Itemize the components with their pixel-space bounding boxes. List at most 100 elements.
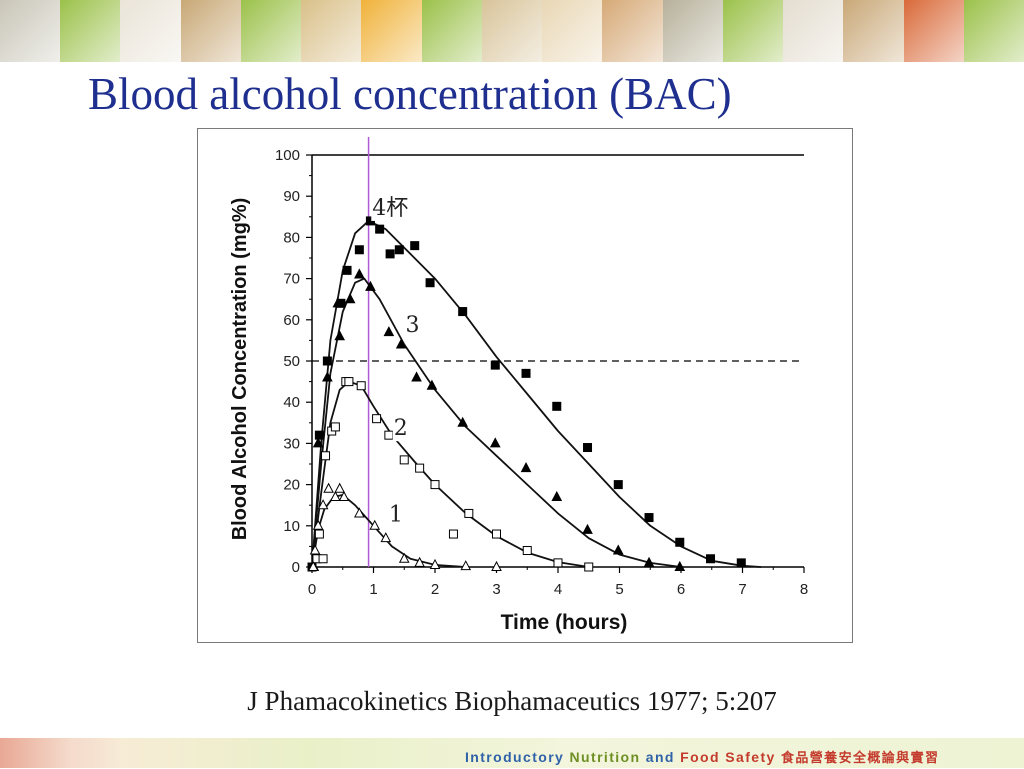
footer-brand-part: and <box>645 749 675 765</box>
data-point <box>582 523 593 534</box>
data-point <box>448 529 458 539</box>
data-point <box>307 560 319 571</box>
y-tick-label: 50 <box>283 353 300 370</box>
x-tick-label: 7 <box>738 581 746 598</box>
data-point <box>522 546 532 556</box>
footer-decoration <box>0 738 120 768</box>
banner-tile <box>421 0 482 62</box>
footer-brand-part: Food <box>680 749 720 765</box>
y-tick-label: 70 <box>283 271 300 288</box>
data-point <box>706 554 716 564</box>
x-tick-label: 3 <box>492 581 500 598</box>
banner-tile <box>662 0 723 62</box>
x-tick-label: 5 <box>615 581 623 598</box>
chart-labels: 4杯 3 2 1 <box>371 195 421 528</box>
data-point <box>411 371 422 382</box>
data-point <box>489 437 501 448</box>
chart-curves <box>311 220 762 568</box>
banner-tile <box>903 0 964 62</box>
series-label: 1 <box>389 503 403 528</box>
data-point <box>344 377 354 387</box>
banner-tile <box>783 0 844 62</box>
data-point <box>612 544 624 555</box>
data-point <box>334 482 346 493</box>
data-point <box>312 437 324 448</box>
banner-tile <box>180 0 241 62</box>
data-point <box>736 558 746 568</box>
banner-tile <box>0 0 61 62</box>
data-point <box>674 560 686 571</box>
y-axis-title: Blood Alcohol Concentration (mg%) <box>229 198 251 541</box>
data-point <box>332 297 344 308</box>
data-point <box>584 562 594 572</box>
footer-brand-part: Nutrition <box>569 749 641 765</box>
data-point <box>643 556 655 567</box>
data-point <box>312 519 324 530</box>
data-point <box>384 430 394 440</box>
data-point <box>330 490 341 501</box>
data-point <box>354 268 365 279</box>
y-tick-label: 0 <box>292 559 300 576</box>
data-point <box>458 307 468 317</box>
y-tick-label: 60 <box>283 312 300 329</box>
data-point <box>675 537 685 547</box>
y-tick-label: 10 <box>283 518 300 535</box>
data-point <box>322 356 332 366</box>
y-tick-label: 40 <box>283 394 300 411</box>
data-point <box>356 381 366 391</box>
banner-tile <box>843 0 904 62</box>
footer-brand-part: Safety <box>725 749 776 765</box>
data-point <box>399 455 409 465</box>
y-tick-label: 20 <box>283 477 300 494</box>
data-point <box>521 368 531 378</box>
data-point <box>425 278 435 288</box>
footer-bar <box>0 738 1024 768</box>
data-point <box>398 552 410 563</box>
data-point <box>492 529 501 539</box>
data-point <box>553 558 563 568</box>
y-tick-label: 80 <box>283 229 300 246</box>
bac-chart-frame: 0 1 2 3 4 5 6 7 8 0 10 20 30 40 50 60 70 80 90 100 Time (hou… <box>197 128 853 643</box>
banner-tile <box>542 0 603 62</box>
series-label-bg <box>371 195 410 221</box>
data-point <box>354 245 364 255</box>
banner-tile <box>722 0 784 62</box>
data-point <box>314 529 324 539</box>
series-label-bg <box>387 502 404 528</box>
data-point <box>395 338 407 349</box>
banner-tile <box>481 0 543 62</box>
data-point <box>410 241 420 251</box>
y-tick-label: 30 <box>283 435 300 452</box>
data-point <box>330 422 340 432</box>
data-point <box>323 482 334 493</box>
data-point <box>344 293 356 304</box>
series-label: 3 <box>405 313 419 338</box>
data-point <box>415 463 425 473</box>
data-point <box>491 560 502 571</box>
x-axis-title: Time (hours) <box>501 611 628 634</box>
x-tick-label: 2 <box>431 581 439 598</box>
data-point <box>375 224 385 234</box>
y-tick-label: 100 <box>275 147 300 164</box>
banner-tile <box>60 0 121 62</box>
data-point <box>457 416 469 427</box>
data-point <box>464 508 474 518</box>
series-curve <box>311 220 762 568</box>
data-point <box>314 430 324 440</box>
x-tick-label: 4 <box>554 581 562 598</box>
series-label: 2 <box>394 416 408 441</box>
data-point <box>321 451 331 461</box>
data-point <box>430 480 440 490</box>
data-point <box>520 462 532 473</box>
data-point <box>383 326 395 337</box>
citation: J Phamacokinetics Biophamaceutics 1977; … <box>247 686 777 716</box>
banner-tile <box>120 0 181 62</box>
data-point <box>309 544 321 555</box>
data-point <box>583 443 593 453</box>
data-point <box>385 249 395 259</box>
data-point <box>429 558 441 569</box>
page-title: Blood alcohol concentration (BAC) <box>88 69 732 119</box>
data-point <box>318 554 328 564</box>
data-point <box>613 480 623 490</box>
